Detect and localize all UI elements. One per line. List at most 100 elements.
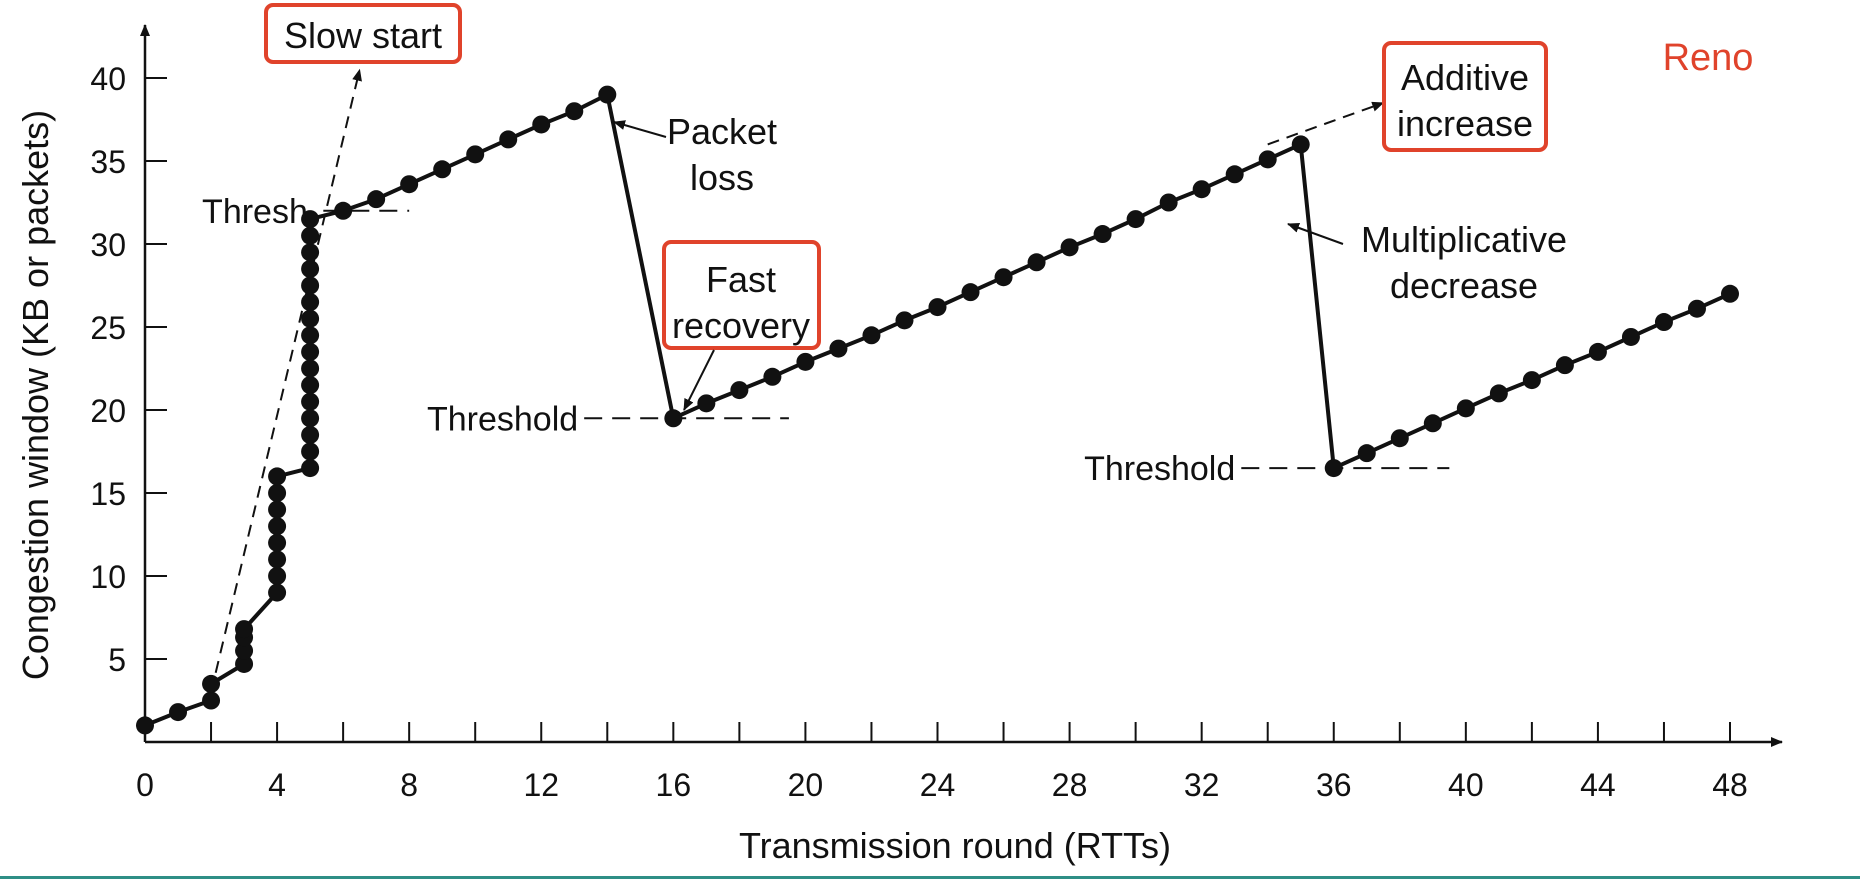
fast-recovery-arrow: [683, 349, 715, 411]
threshold-label-2: Threshold: [427, 400, 578, 438]
x-tick-label: 12: [523, 767, 559, 803]
y-ticks: 5 10 15 20 25 30 35 40: [90, 61, 167, 678]
series-line: [144, 92, 1731, 728]
data-point: [796, 352, 815, 371]
y-tick-label: 35: [90, 144, 126, 180]
data-point: [1027, 253, 1046, 272]
dashed-guides: [210, 68, 1450, 693]
data-point: [268, 500, 287, 519]
data-point: [1258, 150, 1277, 169]
slow-start-highlight-box: [264, 3, 462, 64]
x-tick-label: 40: [1448, 767, 1484, 803]
packet-loss-arrow: [613, 120, 667, 138]
x-tick-label: 32: [1184, 767, 1220, 803]
data-point: [301, 359, 320, 378]
data-point: [301, 276, 320, 295]
data-point: [268, 484, 287, 502]
data-point: [1489, 384, 1508, 403]
multiplicative-decrease-label-line-1: Multiplicative: [1361, 219, 1567, 260]
y-axis-label: Congestion window (KB or packets): [15, 110, 56, 680]
multiplicative-decrease-arrow: [1287, 223, 1344, 245]
data-point: [334, 201, 353, 220]
x-tick-label: 36: [1316, 767, 1352, 803]
data-points: [136, 85, 1739, 735]
data-point: [301, 442, 320, 461]
dashed-extension-arrow: [210, 68, 362, 693]
data-point: [301, 210, 320, 229]
data-point: [301, 226, 320, 245]
data-point: [1324, 459, 1343, 478]
y-tick-label: 25: [90, 310, 126, 346]
data-point: [1588, 342, 1607, 361]
data-point: [367, 190, 386, 209]
data-point: [235, 654, 254, 673]
data-point: [268, 583, 287, 602]
dashed-extension-arrow: [1267, 101, 1385, 146]
data-point: [1555, 356, 1574, 375]
data-point: [1093, 225, 1112, 244]
y-tick-label: 15: [90, 476, 126, 512]
x-tick-label: 20: [788, 767, 824, 803]
data-point: [1060, 238, 1079, 257]
threshold-label-1: Thresh.: [202, 193, 317, 231]
data-point: [1159, 193, 1178, 212]
data-point: [730, 381, 749, 400]
y-tick-label: 10: [90, 559, 126, 595]
data-point: [532, 115, 551, 134]
fast-recovery-label-line-2: recovery: [672, 305, 810, 346]
data-point: [1522, 371, 1541, 390]
data-point: [301, 326, 320, 345]
data-point: [1456, 399, 1475, 418]
data-point: [1225, 165, 1244, 184]
data-point: [697, 394, 716, 413]
data-point: [1621, 327, 1640, 346]
data-point: [202, 674, 221, 693]
x-tick-label: 4: [268, 767, 286, 803]
data-point: [268, 550, 287, 569]
data-point: [268, 517, 287, 536]
y-tick-label: 30: [90, 227, 126, 263]
x-tick-label: 48: [1712, 767, 1748, 803]
data-point: [433, 160, 452, 179]
reno-label: Reno: [1663, 37, 1754, 79]
x-tick-label: 28: [1052, 767, 1088, 803]
additive-increase-highlight-box: [1382, 41, 1548, 152]
y-tick-label: 5: [108, 642, 126, 678]
x-tick-label: 44: [1580, 767, 1616, 803]
data-point: [268, 533, 287, 552]
threshold-label-3: Threshold: [1084, 450, 1235, 488]
data-point: [301, 293, 320, 312]
data-point: [565, 102, 584, 121]
data-point: [1126, 210, 1145, 229]
data-point: [499, 130, 518, 149]
data-point: [268, 467, 287, 486]
data-point: [301, 243, 320, 262]
data-point: [235, 620, 254, 639]
data-point: [1721, 284, 1739, 303]
data-point: [1192, 180, 1211, 199]
data-point: [301, 342, 320, 361]
data-point: [994, 268, 1013, 287]
fast-recovery-label-line-1: Fast: [706, 259, 776, 300]
data-point: [301, 425, 320, 444]
data-point: [1357, 444, 1376, 463]
data-point: [301, 309, 320, 328]
data-point: [829, 339, 848, 358]
data-point: [301, 376, 320, 395]
data-point: [400, 175, 419, 194]
x-ticks: 0 4 8 12 16 20 24 28 32 36 40 44 48: [136, 722, 1748, 803]
x-tick-label: 24: [920, 767, 956, 803]
data-point: [301, 409, 320, 428]
y-tick-label: 40: [90, 61, 126, 97]
data-point: [301, 459, 320, 478]
x-tick-label: 8: [400, 767, 418, 803]
y-tick-label: 20: [90, 393, 126, 429]
x-tick-label: 16: [656, 767, 692, 803]
bottom-divider: [0, 876, 1860, 879]
data-point: [1423, 414, 1442, 433]
fast-recovery-highlight-box: [662, 240, 821, 350]
data-point: [1390, 429, 1409, 448]
data-point: [202, 691, 221, 710]
data-point: [928, 298, 947, 317]
